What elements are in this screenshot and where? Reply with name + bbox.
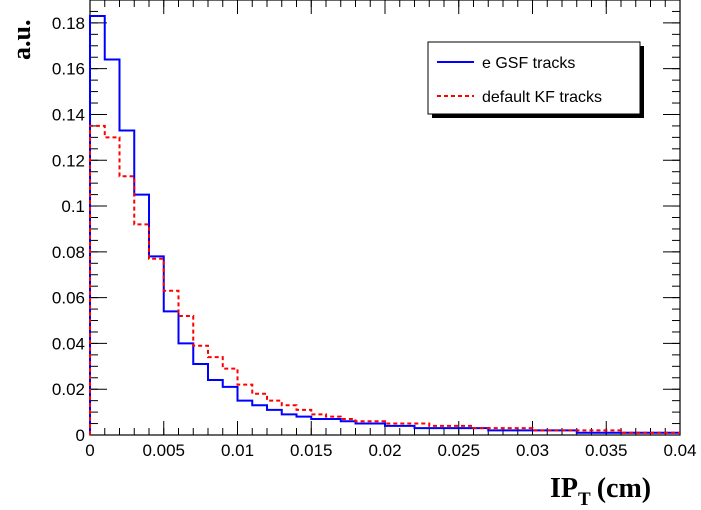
- y-tick-label: 0.06: [52, 289, 85, 308]
- legend: e GSF tracks default KF tracks: [427, 41, 644, 118]
- y-tick-label: 0.18: [52, 14, 85, 33]
- x-tick-label: 0.015: [290, 441, 333, 460]
- x-tick-label: 0.035: [585, 441, 628, 460]
- x-axis-title-sub: T: [578, 489, 591, 510]
- x-tick-label: 0: [85, 441, 94, 460]
- x-tick-label: 0.025: [437, 441, 480, 460]
- y-tick-label: 0.08: [52, 243, 85, 262]
- x-tick-label: 0.04: [663, 441, 696, 460]
- x-tick-label: 0.02: [368, 441, 401, 460]
- x-tick-label: 0.005: [142, 441, 185, 460]
- y-tick-label: 0.16: [52, 60, 85, 79]
- x-axis-title-unit: (cm): [597, 473, 651, 504]
- y-tick-label: 0.1: [61, 197, 85, 216]
- y-tick-label: 0: [76, 426, 85, 445]
- x-axis-title-main: IP: [550, 473, 578, 504]
- y-tick-label: 0.02: [52, 380, 85, 399]
- y-tick-label: 0.12: [52, 151, 85, 170]
- x-axis-title: IPT (cm): [550, 473, 651, 510]
- x-tick-label: 0.03: [516, 441, 549, 460]
- x-tick-label: 0.01: [221, 441, 254, 460]
- legend-label-gsf: e GSF tracks: [482, 55, 575, 72]
- y-tick-label: 0.04: [52, 334, 85, 353]
- y-axis-title: a.u.: [7, 20, 36, 60]
- series-line-1: [89, 124, 680, 435]
- series-layer: [89, 15, 680, 435]
- legend-label-kf: default KF tracks: [482, 89, 602, 106]
- y-tick-label: 0.14: [52, 105, 85, 124]
- axis-ticks: 0 0.005 0.01 0.015 0.02 0.025 0.03 0.035 0.04 0 0.…: [52, 0, 697, 460]
- legend-box: [427, 41, 641, 115]
